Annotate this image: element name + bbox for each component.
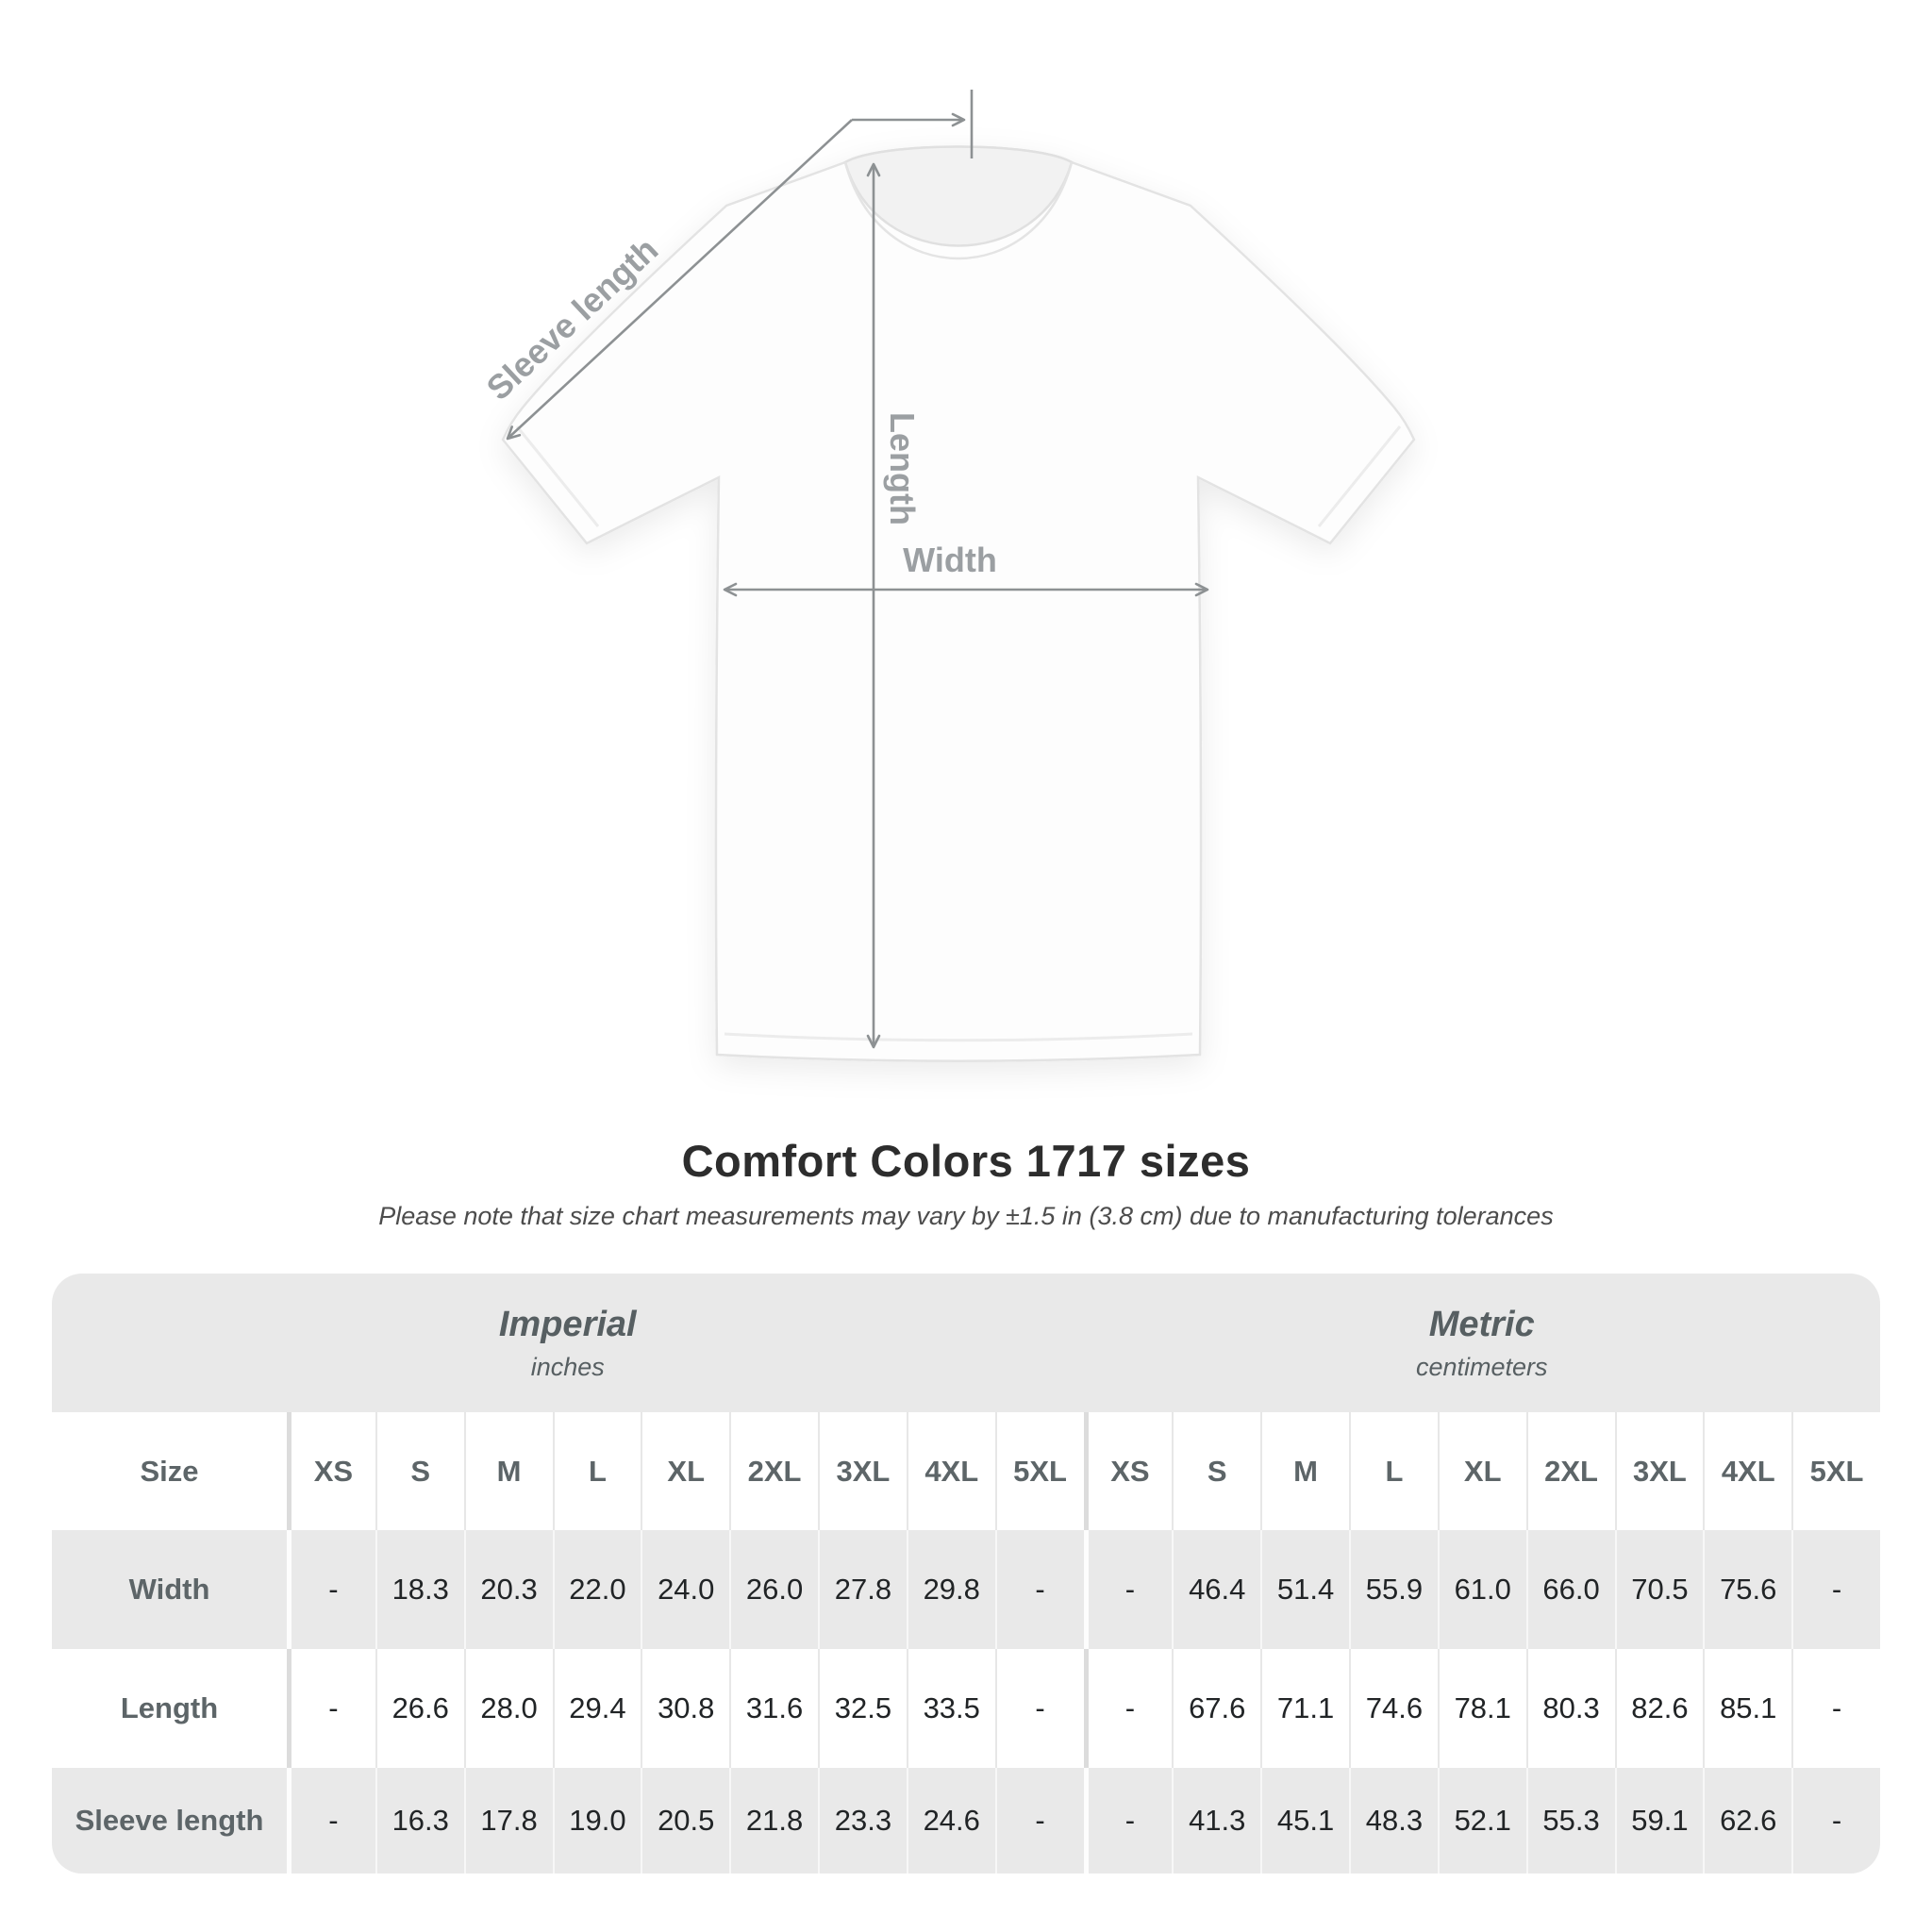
metric-label: Metric (1428, 1304, 1535, 1344)
size-chart-card: Imperial inches Metric centimeters Size … (52, 1274, 1880, 1874)
value-cell: 52.1 (1437, 1768, 1526, 1874)
size-col-header: S (1172, 1412, 1261, 1530)
value-cell: 20.3 (463, 1530, 553, 1649)
size-col-header: 3XL (1614, 1412, 1704, 1530)
value-cell: 24.6 (906, 1768, 995, 1874)
value-cell: 32.5 (818, 1649, 907, 1768)
value-cell: 26.0 (729, 1530, 818, 1649)
row-label-cell: Width (128, 1573, 210, 1606)
value-cell: 66.0 (1525, 1530, 1615, 1649)
metric-sublabel: centimeters (1415, 1352, 1548, 1381)
value-cell: - (1791, 1530, 1880, 1649)
value-cell: - (1083, 1649, 1173, 1768)
imperial-label: Imperial (498, 1304, 637, 1344)
unit-header-row: Imperial inches Metric centimeters (52, 1274, 1880, 1412)
value-cell: - (287, 1649, 375, 1768)
size-col-header: XS (287, 1412, 375, 1530)
value-cell: 85.1 (1703, 1649, 1792, 1768)
size-col-header: XL (641, 1412, 730, 1530)
value-cell: 82.6 (1614, 1649, 1704, 1768)
value-cell: 62.6 (1703, 1768, 1791, 1874)
size-col-header: XS (1083, 1412, 1173, 1530)
value-cell: 20.5 (641, 1768, 729, 1874)
value-cell: 21.8 (729, 1768, 818, 1874)
value-cell: - (994, 1530, 1084, 1649)
width-label: Width (903, 541, 997, 579)
page-title: Comfort Colors 1717 sizes (681, 1136, 1251, 1186)
size-header-row: Size XS S M L XL 2XL 3XL 4XL 5XL XS S M … (52, 1412, 1880, 1530)
size-col-header: 2XL (1525, 1412, 1615, 1530)
value-cell: - (1791, 1768, 1880, 1874)
imperial-unit-group: Imperial inches (52, 1274, 1084, 1412)
value-cell: 61.0 (1437, 1530, 1526, 1649)
value-cell: - (1791, 1649, 1880, 1768)
value-cell: 48.3 (1349, 1768, 1438, 1874)
value-cell: 23.3 (818, 1768, 907, 1874)
tshirt-illustration (501, 145, 1416, 1062)
value-cell: 26.6 (375, 1649, 464, 1768)
value-cell: 70.5 (1614, 1530, 1704, 1649)
value-cell: 80.3 (1525, 1649, 1615, 1768)
sleeve-length-row: Sleeve length - 16.3 17.8 19.0 20.5 21.8… (52, 1768, 1880, 1874)
value-cell: 29.4 (552, 1649, 641, 1768)
value-cell: 67.6 (1172, 1649, 1261, 1768)
value-cell: 27.8 (818, 1530, 907, 1649)
value-cell: 22.0 (552, 1530, 641, 1649)
value-cell: - (1083, 1530, 1173, 1649)
row-label-cell: Sleeve length (75, 1804, 264, 1837)
size-col-header: L (1349, 1412, 1438, 1530)
size-col-header: 2XL (729, 1412, 818, 1530)
size-col-header: 5XL (1791, 1412, 1880, 1530)
value-cell: - (994, 1768, 1084, 1874)
value-cell: 31.6 (729, 1649, 818, 1768)
size-col-header: S (375, 1412, 464, 1530)
value-cell: 45.1 (1260, 1768, 1349, 1874)
size-col-header: 4XL (906, 1412, 995, 1530)
row-label-cell: Length (52, 1649, 287, 1768)
value-cell: 46.4 (1172, 1530, 1260, 1649)
size-col-header: 4XL (1703, 1412, 1792, 1530)
value-cell: 71.1 (1260, 1649, 1349, 1768)
size-header-cell: Size (52, 1412, 287, 1530)
value-cell: 51.4 (1260, 1530, 1349, 1649)
size-col-header: XL (1437, 1412, 1526, 1530)
size-col-header: M (463, 1412, 553, 1530)
length-label: Length (883, 412, 922, 525)
value-cell: 28.0 (463, 1649, 553, 1768)
value-cell: 55.3 (1525, 1768, 1615, 1874)
width-row: Width - 18.3 20.3 22.0 24.0 26.0 27.8 29… (52, 1530, 1880, 1649)
value-cell: 17.8 (463, 1768, 553, 1874)
value-cell: 24.0 (641, 1530, 729, 1649)
value-cell: - (287, 1768, 375, 1874)
metric-unit-group: Metric centimeters (1084, 1274, 1881, 1412)
value-cell: 19.0 (552, 1768, 641, 1874)
value-cell: 18.3 (375, 1530, 464, 1649)
value-cell: - (994, 1649, 1084, 1768)
tolerance-note: Please note that size chart measurements… (378, 1202, 1554, 1230)
value-cell: 59.1 (1614, 1768, 1704, 1874)
size-col-header: 3XL (818, 1412, 907, 1530)
value-cell: 33.5 (906, 1649, 995, 1768)
value-cell: - (287, 1530, 375, 1649)
size-col-header: 5XL (994, 1412, 1084, 1530)
sleeve-length-arrow (506, 90, 974, 441)
length-row: Length - 26.6 28.0 29.4 30.8 31.6 32.5 3… (52, 1649, 1880, 1768)
tshirt-measurement-diagram: Sleeve length Length Width (479, 90, 1416, 1062)
value-cell: 16.3 (375, 1768, 464, 1874)
size-col-header: M (1260, 1412, 1349, 1530)
value-cell: 78.1 (1437, 1649, 1526, 1768)
collar (843, 145, 1074, 247)
value-cell: 74.6 (1349, 1649, 1438, 1768)
value-cell: 75.6 (1703, 1530, 1791, 1649)
value-cell: - (1083, 1768, 1173, 1874)
imperial-sublabel: inches (530, 1352, 605, 1381)
value-cell: 55.9 (1349, 1530, 1438, 1649)
size-col-header: L (552, 1412, 641, 1530)
value-cell: 41.3 (1172, 1768, 1260, 1874)
value-cell: 29.8 (906, 1530, 995, 1649)
value-cell: 30.8 (641, 1649, 730, 1768)
